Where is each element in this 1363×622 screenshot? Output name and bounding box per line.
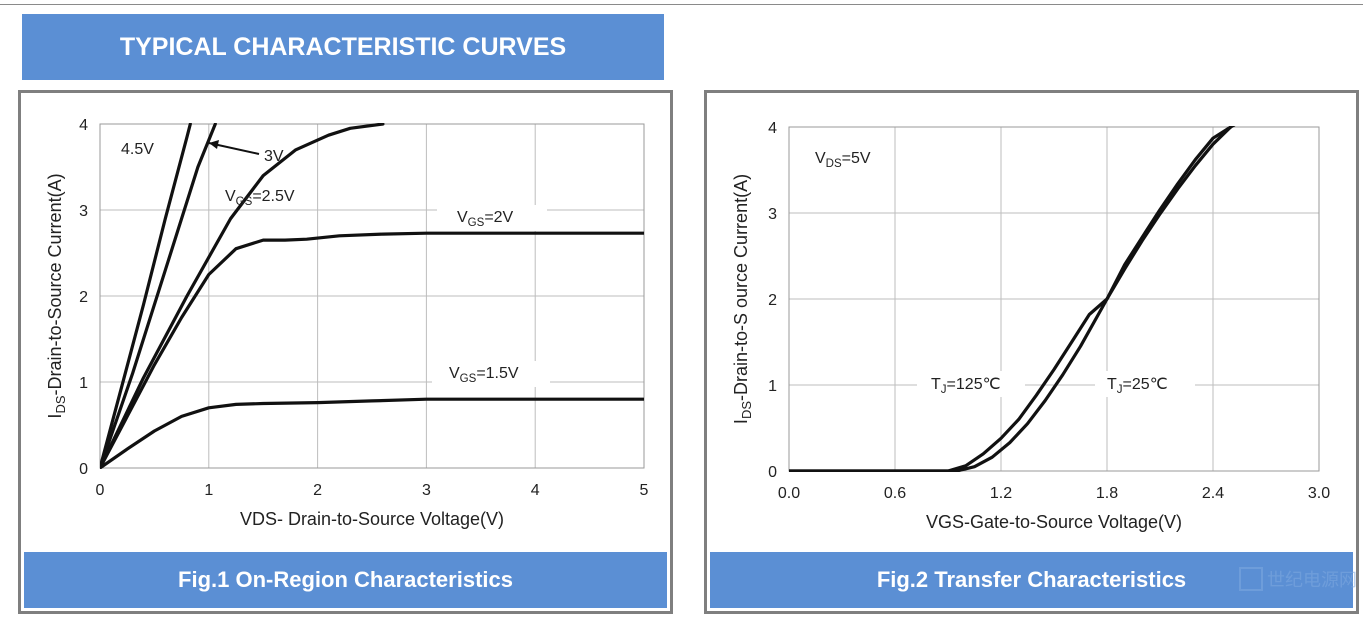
watermark-logo-icon: [1239, 567, 1263, 591]
y-tick-label: 4: [79, 117, 88, 134]
x-tick-label: 4: [531, 482, 540, 499]
label-tj-125-bg: [917, 371, 1025, 397]
series-line-3: [100, 123, 385, 469]
y-tick-label: 2: [768, 292, 777, 309]
y-tick-label: 3: [768, 206, 777, 223]
y-axis-label: IDS-Drain-to-Source Current(A): [45, 173, 68, 418]
top-rule: [0, 4, 1363, 5]
x-tick-label: 2.4: [1202, 485, 1224, 502]
x-tick-label: 1.8: [1096, 485, 1118, 502]
plot-area: [788, 126, 1320, 472]
y-tick-label: 1: [768, 378, 777, 395]
label-vgs-2v-bg: [437, 205, 547, 231]
x-tick-label: 0.6: [884, 485, 906, 502]
series-line-2: [100, 123, 217, 469]
figure-1-panel: 0 1 2 3 4 5 0 1 2 3 4 VDS- Drain-to-Source Voltage(…: [18, 90, 673, 614]
x-tick-label: 0: [96, 482, 105, 499]
x-tick-label: 0.0: [778, 485, 800, 502]
label-vgs-2v: VGS=2V: [457, 209, 514, 229]
series-line-2: [789, 126, 1236, 472]
x-axis-label: VGS-Gate-to-Source Voltage(V): [926, 512, 1182, 532]
series-line-1: [100, 123, 192, 469]
series-line-4: [100, 231, 644, 469]
label-tj-25-bg: [1095, 371, 1195, 397]
y-axis-label: IDS-Drain-to-S ource Current(A): [731, 174, 754, 424]
label-3v: 3V: [264, 148, 284, 165]
x-tick-label: 5: [640, 482, 649, 499]
x-axis-label: VDS- Drain-to-Source Voltage(V): [240, 509, 504, 529]
x-tick-label: 1.2: [990, 485, 1012, 502]
label-3v-arrowhead: [209, 140, 219, 149]
x-tick-label: 2: [313, 482, 322, 499]
transfer-chart: 0.0 0.6 1.2 1.8 2.4 3.0 0 1 2 3 4 VGS-Gate-to-Sourc…: [731, 120, 1330, 532]
figure-2-panel: 0.0 0.6 1.2 1.8 2.4 3.0 0 1 2 3 4 VGS-Gate-to-Sourc…: [704, 90, 1359, 614]
figure-1-caption: Fig.1 On-Region Characteristics: [24, 552, 667, 608]
label-vgs-1-5v-bg: [432, 361, 550, 387]
label-tj-25c: TJ=25℃: [1107, 376, 1168, 396]
figure-2-caption: Fig.2 Transfer Characteristics: [710, 552, 1353, 608]
label-vgs-2-5v: VGS=2.5V: [225, 188, 295, 208]
x-tick-label: 3: [422, 482, 431, 499]
x-tick-label: 1: [204, 482, 213, 499]
y-tick-label: 2: [79, 289, 88, 306]
y-tick-label: 1: [79, 375, 88, 392]
label-4-5v: 4.5V: [121, 141, 154, 158]
y-tick-label: 3: [79, 203, 88, 220]
y-tick-label: 0: [768, 464, 777, 481]
on-region-chart: 0 1 2 3 4 5 0 1 2 3 4 VDS- Drain-to-Source Voltage(…: [45, 117, 649, 529]
label-vgs-1-5v: VGS=1.5V: [449, 365, 519, 385]
y-tick-label: 4: [768, 120, 777, 137]
label-vds-5v: VDS=5V: [815, 150, 871, 170]
watermark-text: 世纪电源网: [1267, 570, 1357, 590]
series-line-5: [100, 397, 644, 469]
y-tick-label: 0: [79, 461, 88, 478]
label-tj-125c: TJ=125℃: [931, 376, 1001, 396]
x-tick-label: 3.0: [1308, 485, 1330, 502]
watermark: 世纪电源网: [1239, 566, 1357, 592]
page-title: TYPICAL CHARACTERISTIC CURVES: [22, 14, 664, 80]
